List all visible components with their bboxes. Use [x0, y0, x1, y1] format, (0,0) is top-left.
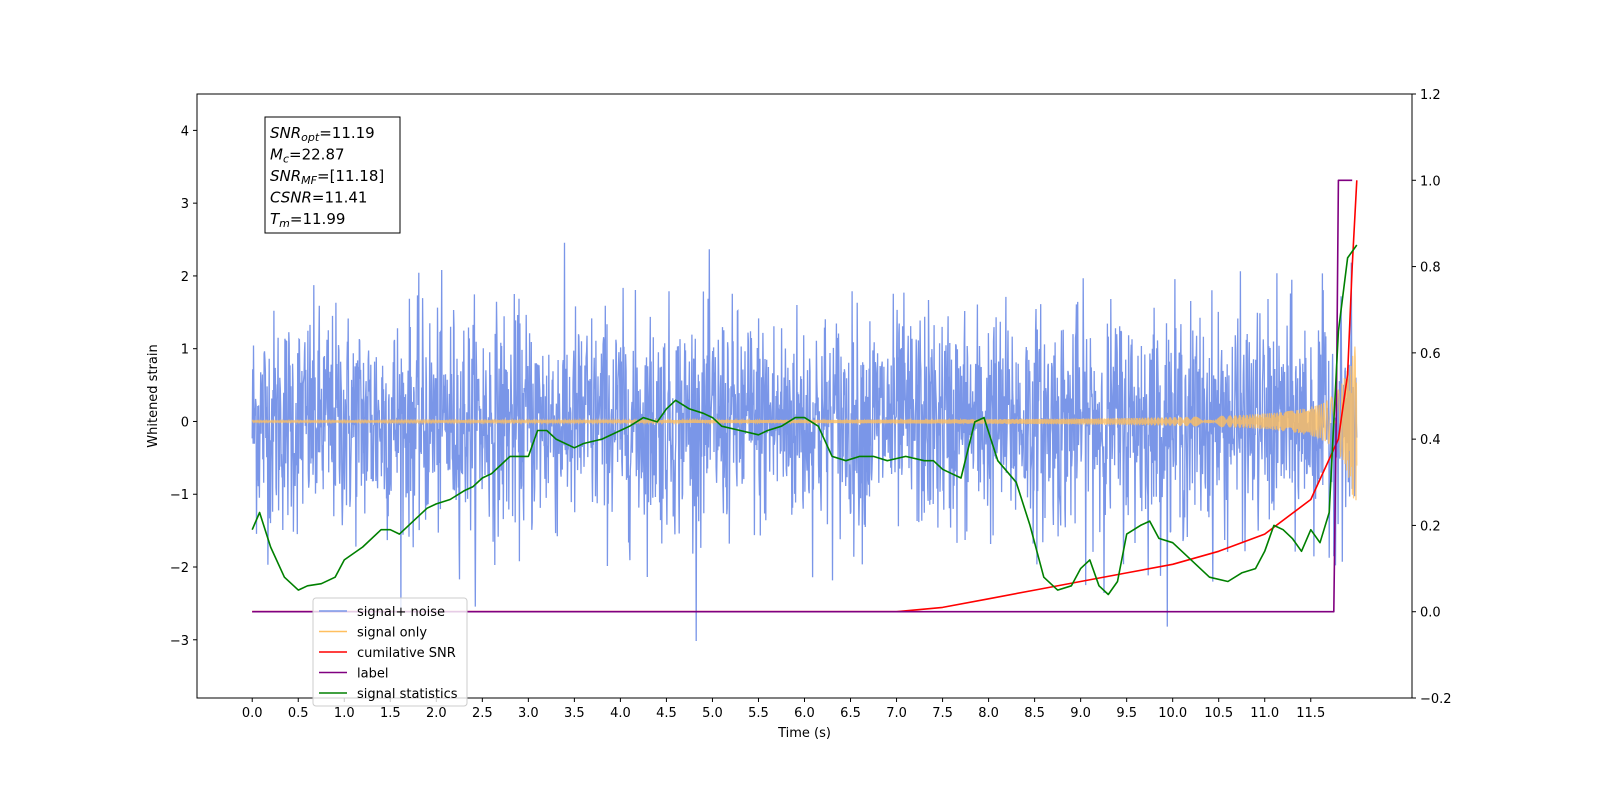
x-axis-label: Time (s)	[777, 726, 831, 741]
metric-value: =11.99	[290, 210, 346, 228]
y-tick-label: −3	[170, 634, 189, 649]
metric-line: Tm=11.99	[270, 210, 345, 230]
y-axis-label: Whitened strain	[146, 344, 161, 447]
series-signal-statistics-line	[251, 244, 1358, 596]
legend-label: signal+ noise	[357, 605, 445, 620]
x-tick-label: 0.5	[288, 706, 309, 721]
x-tick-label: 8.0	[978, 706, 999, 721]
x-tick-label: 10.0	[1158, 706, 1187, 721]
y2-tick-label: 0.6	[1420, 347, 1441, 362]
legend-frame	[312, 597, 468, 707]
x-tick-label: 1.0	[334, 706, 355, 721]
x-tick-label: 2.5	[472, 706, 493, 721]
y2-tick-label: −0.2	[1420, 692, 1452, 707]
x-tick-label: 11.5	[1296, 706, 1325, 721]
x-tick-label: 7.5	[932, 706, 953, 721]
y-tick-label: 3	[181, 197, 189, 212]
metric-line: SNRMF=[11.18]	[270, 167, 384, 187]
x-tick-label: 6.0	[794, 706, 815, 721]
metric-subscript: opt	[301, 131, 320, 144]
y2-tick-label: 0.8	[1420, 261, 1441, 276]
legend-label: label	[357, 667, 388, 682]
metric-line: Mc=22.87	[270, 146, 345, 166]
x-tick-label: 7.0	[886, 706, 907, 721]
metric-line: SNRopt=11.19	[270, 124, 375, 144]
legend-label: signal only	[357, 626, 427, 641]
x-tick-label: 5.0	[702, 706, 723, 721]
x-tick-label: 9.0	[1070, 706, 1091, 721]
series-cumulative-snr-line	[252, 180, 1358, 613]
x-axis: 0.0 0.5 1.0 1.5 2.0 2.5 3.0 3.5 4.0 4.5 5.0 5.5 6.0 6…	[242, 698, 1325, 721]
legend: signal+ noise signal only cumilative SNR la…	[312, 597, 468, 707]
metric-value: =22.87	[289, 146, 345, 164]
x-tick-label: 3.5	[564, 706, 585, 721]
y2-tick-label: 0.2	[1420, 519, 1441, 534]
x-tick-label: 3.0	[518, 706, 539, 721]
y-tick-label: −2	[170, 561, 189, 576]
y2-tick-label: 1.0	[1420, 174, 1441, 189]
x-tick-label: 9.5	[1116, 706, 1137, 721]
y-axis-left: −3 −2 −1 0 1 2 3 4	[170, 124, 197, 649]
y-tick-label: 1	[181, 343, 189, 358]
metric-value: =11.41	[312, 189, 368, 207]
metric-subscript: m	[279, 217, 290, 230]
metrics-box-frame	[264, 116, 401, 234]
legend-label: signal statistics	[357, 687, 458, 702]
x-tick-label: 1.5	[380, 706, 401, 721]
metric-symbol: SNR	[270, 167, 301, 185]
y-tick-label: 2	[181, 270, 189, 285]
metric-symbol: SNR	[270, 124, 301, 142]
series-line-layer	[251, 179, 1358, 642]
x-tick-label: 6.5	[840, 706, 861, 721]
metric-symbol: M	[270, 146, 283, 164]
y-axis-right: −0.2 0.0 0.2 0.4 0.6 0.8 1.0 1.2	[1412, 88, 1452, 707]
metric-value: =11.19	[319, 124, 375, 142]
metric-subscript: MF	[301, 174, 317, 187]
y2-tick-label: 1.2	[1420, 88, 1441, 103]
y-tick-label: 0	[181, 415, 189, 430]
x-tick-label: 2.0	[426, 706, 447, 721]
x-tick-label: 11.0	[1250, 706, 1279, 721]
metric-line: CSNR=11.41	[270, 189, 367, 207]
y2-tick-label: 0.4	[1420, 433, 1441, 448]
series-label-line	[252, 179, 1353, 613]
x-tick-label: 0.0	[242, 706, 263, 721]
metric-value: =[11.18]	[317, 167, 384, 185]
y2-tick-label: 0.0	[1420, 606, 1441, 621]
metric-subscript: c	[283, 153, 289, 166]
y-tick-label: −1	[170, 488, 189, 503]
legend-label: cumilative SNR	[357, 646, 456, 661]
metric-symbol: T	[270, 210, 281, 228]
series-signal-only-line	[251, 346, 1358, 501]
x-tick-label: 8.5	[1024, 706, 1045, 721]
metric-symbol: CSNR	[270, 189, 312, 207]
x-tick-label: 5.5	[748, 706, 769, 721]
metrics-annotation-box: SNRopt=11.19Mc=22.87SNRMF=[11.18]CSNR=11…	[264, 116, 401, 234]
series-signal-noise-line	[251, 242, 1358, 642]
x-tick-label: 10.5	[1204, 706, 1233, 721]
x-tick-label: 4.5	[656, 706, 677, 721]
x-tick-label: 4.0	[610, 706, 631, 721]
y-tick-label: 4	[181, 124, 189, 139]
